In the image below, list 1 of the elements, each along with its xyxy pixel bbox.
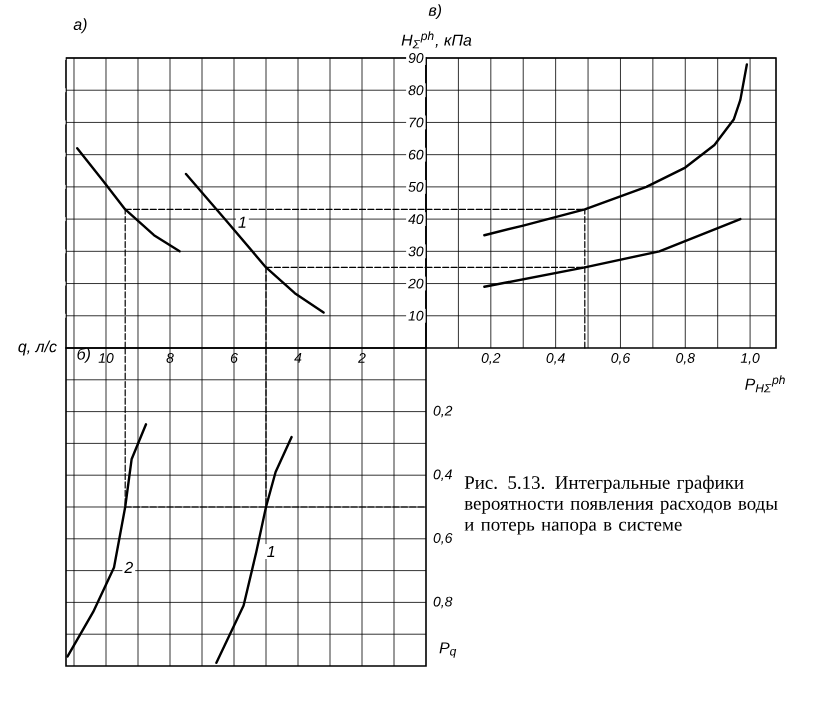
text: Рис. 5.13. Интегральные графики вероятности появления расходов воды и потерь напора в системе: [464, 475, 778, 535]
